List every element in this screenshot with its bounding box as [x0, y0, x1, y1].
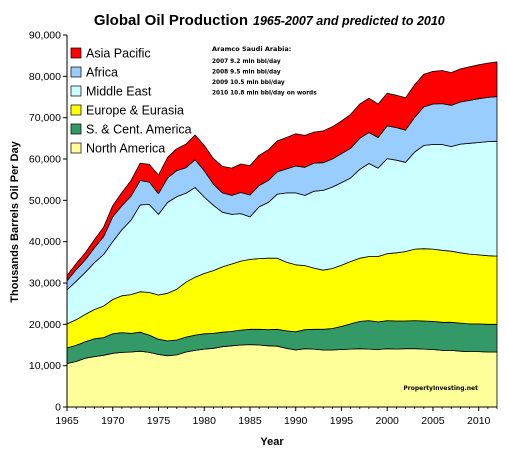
x-tick-label: 1985 [238, 415, 262, 427]
annotation-line: 2010 10.8 mln bbl/day on words [212, 91, 317, 97]
legend-swatch [70, 47, 82, 59]
axes: 0 10,000 20,000 30,000 40,000 50,000 60,000 70,… [29, 30, 498, 427]
y-tick-label: 40,000 [29, 236, 61, 248]
legend-label: Europe & Eurasia [86, 104, 184, 118]
area-series-5 [66, 61, 498, 282]
legend-swatch [70, 66, 82, 78]
legend-label: Middle East [86, 85, 152, 99]
legend-swatch [70, 85, 82, 97]
annotation-box: Aramco Saudi Arabia: 2007 9.2 mln bbl/day… [212, 45, 317, 97]
legend-swatch [70, 104, 82, 116]
annotation-line: 2009 10.5 mln bbl/day [212, 80, 285, 86]
y-axis-label: Thousands Barrels Oil Per Day [9, 140, 21, 302]
y-tick-label: 90,000 [29, 30, 61, 42]
x-tick-label: 2000 [376, 415, 400, 427]
chart-subtitle: 1965-2007 and predicted to 2010 [253, 14, 445, 28]
legend-label: North America [86, 142, 165, 156]
legend-label: Asia Pacific [86, 47, 151, 61]
x-tick-label: 1980 [193, 415, 217, 427]
x-axis-label: Year [260, 436, 284, 448]
area-layers [66, 61, 498, 408]
annotation-line: 2007 9.2 mln bbl/day [212, 59, 281, 65]
y-tick-label: 70,000 [29, 112, 61, 124]
x-tick-label: 1965 [55, 415, 79, 427]
x-tick-label: 1975 [147, 415, 171, 427]
y-tick-label: 50,000 [29, 195, 61, 207]
y-tick-label: 30,000 [29, 278, 61, 290]
y-tick-label: 60,000 [29, 154, 61, 166]
legend-swatch [70, 123, 82, 135]
y-tick-label: 10,000 [29, 360, 61, 372]
legend: Asia Pacific Africa Middle East Europe & Eu… [70, 47, 192, 156]
annotation-title: Aramco Saudi Arabia: [212, 45, 291, 53]
area-series-0 [66, 344, 498, 408]
chart-title: Global Oil Production [94, 12, 248, 29]
x-tick-label: 1970 [101, 415, 125, 427]
credit-text: PropertyInvesting.net [403, 385, 478, 392]
y-tick-label: 0 [55, 402, 61, 414]
y-tick-label: 20,000 [29, 319, 61, 331]
x-tick-label: 2010 [467, 415, 491, 427]
x-tick-label: 1995 [330, 415, 354, 427]
x-tick-label: 1990 [284, 415, 308, 427]
legend-label: S. & Cent. America [86, 123, 192, 137]
legend-label: Africa [86, 66, 118, 80]
legend-swatch [70, 142, 82, 154]
x-tick-label: 2005 [421, 415, 445, 427]
annotation-line: 2008 9.5 mln bbl/day [212, 70, 281, 76]
y-tick-label: 80,000 [29, 71, 61, 83]
